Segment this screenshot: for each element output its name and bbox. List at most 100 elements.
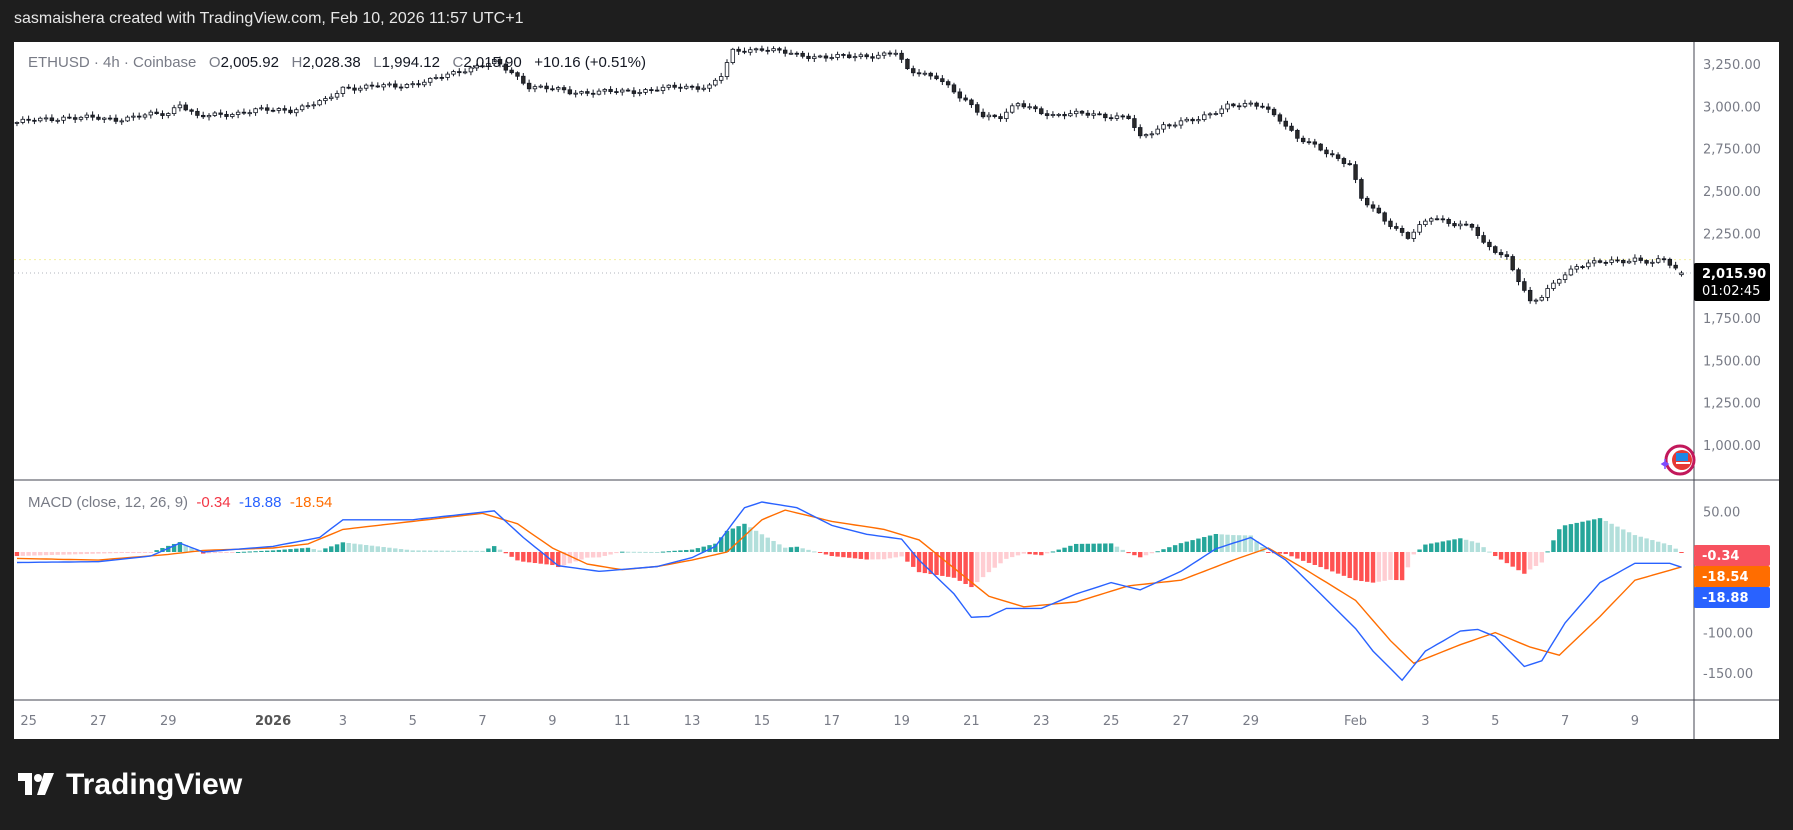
candle-body (1266, 106, 1271, 110)
candle (625, 87, 631, 92)
candle (102, 116, 107, 123)
candle-body (276, 108, 282, 111)
candle-body (1667, 258, 1673, 266)
candle-body (1033, 106, 1038, 110)
candle-body (934, 75, 939, 80)
macd-histogram-bar (777, 544, 782, 552)
macd-histogram-bar (660, 551, 666, 553)
candle (1196, 116, 1201, 124)
candle (812, 53, 817, 63)
macd-histogram-bar (1423, 544, 1428, 552)
candle (317, 99, 322, 107)
candle (695, 83, 701, 93)
macd-histogram-bar (206, 552, 212, 554)
macd-histogram-bar (451, 550, 456, 552)
candle (1469, 223, 1475, 231)
candle-body (486, 63, 491, 67)
candle (1254, 101, 1259, 110)
macd-histogram-bar (393, 548, 398, 552)
macd-histogram-bar (1306, 552, 1312, 563)
macd-histogram-bar (911, 552, 916, 567)
candle (1463, 220, 1469, 227)
candle (1289, 122, 1294, 132)
candle-body (881, 52, 887, 56)
time-tick-label: 5 (409, 714, 417, 729)
macd-histogram-bar (503, 552, 509, 554)
macd-histogram-bar (1650, 540, 1655, 552)
candle-body (67, 116, 72, 119)
candle (847, 51, 852, 59)
candle (771, 46, 776, 53)
macd-histogram-bar (509, 552, 514, 557)
candle-body (288, 109, 293, 114)
macd-histogram-bar (718, 537, 724, 552)
candle (1079, 110, 1085, 116)
candle (654, 86, 660, 92)
macd-histogram-bar (800, 548, 805, 552)
candle-body (509, 69, 514, 74)
candle-body (241, 111, 247, 114)
macd-histogram-bar (1114, 546, 1120, 552)
candle (1027, 103, 1032, 110)
candle (462, 68, 468, 75)
candle-body (1120, 115, 1125, 118)
tradingview-logo[interactable]: TradingView (18, 768, 242, 802)
candle-body (812, 56, 817, 59)
candle-body (1580, 266, 1585, 268)
candle-body (474, 65, 479, 69)
candle-body (1254, 102, 1259, 107)
candle-body (1527, 289, 1533, 302)
symbol-legend: ETHUSD · 4h · Coinbase O2,005.92 H2,028.… (28, 54, 646, 71)
candle-body (579, 91, 584, 94)
candle-body (305, 105, 311, 108)
close-label: C (452, 54, 464, 71)
candle-body (771, 48, 776, 52)
macd-histogram-bar (829, 552, 834, 557)
candle-body (78, 116, 84, 120)
candle-body (1644, 260, 1649, 264)
candle (707, 82, 712, 92)
candle-body (887, 52, 893, 55)
macd-histogram-bar (1656, 541, 1661, 552)
candle (416, 79, 421, 88)
macd-histogram-bar (486, 548, 491, 552)
macd-histogram-bar (422, 550, 427, 552)
candle-body (1091, 113, 1096, 116)
macd-histogram-bar (212, 552, 218, 554)
macd-histogram-bar (259, 550, 264, 552)
chart-panel[interactable] (14, 42, 1779, 739)
candle (1458, 220, 1463, 230)
candle-body (259, 107, 264, 110)
candle (14, 121, 20, 127)
macd-title[interactable]: MACD (close, 12, 26, 9) (28, 494, 189, 511)
candle (550, 85, 555, 92)
macd-histogram-bar (1289, 552, 1294, 557)
price-badge-bg (1694, 262, 1770, 301)
macd-histogram-bar (398, 549, 404, 552)
candle-body (375, 85, 380, 88)
candle-body (718, 76, 724, 81)
event-marker-icon[interactable] (1660, 444, 1696, 476)
candle-body (1621, 260, 1626, 264)
open-value: 2,005.92 (220, 54, 279, 71)
candle-body (1417, 224, 1422, 233)
candle (515, 71, 520, 80)
symbol-info[interactable]: ETHUSD · 4h · Coinbase (28, 54, 197, 71)
candle-body (200, 114, 206, 118)
candle (800, 50, 805, 59)
macd-histogram-bar (928, 552, 933, 575)
candle-body (684, 85, 689, 89)
candle (590, 89, 596, 98)
candle (84, 112, 89, 121)
candle-body (515, 72, 520, 77)
candle (1504, 251, 1510, 260)
macd-histogram-badge-bg (1694, 545, 1770, 566)
candle (637, 89, 642, 97)
candle-body (142, 114, 148, 118)
price-badge: 2,015.90 01:02:45 (1694, 262, 1770, 301)
macd-histogram-bar (1236, 535, 1242, 552)
candle (136, 112, 142, 120)
candle-body (1487, 241, 1492, 248)
macd-histogram-bar (602, 552, 607, 556)
